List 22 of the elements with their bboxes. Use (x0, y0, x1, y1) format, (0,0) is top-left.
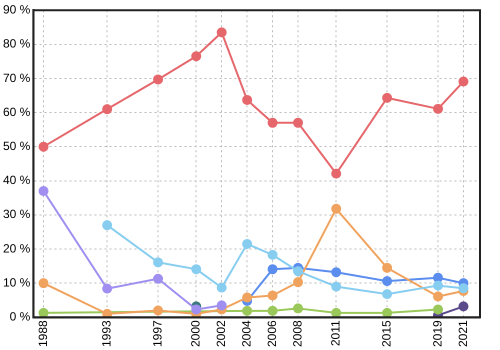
x-tick-label: 1993 (99, 320, 114, 348)
y-tick-label: 30 % (2, 207, 31, 222)
x-tick-label: 1988 (36, 320, 50, 348)
x-tick-label: 1997 (150, 320, 164, 348)
y-tick-label: 20 % (2, 241, 31, 256)
x-tick-label: 2021 (456, 320, 470, 348)
x-tick-label: 2011 (328, 320, 343, 346)
x-tick-label: 2004 (239, 320, 254, 348)
y-tick-label: 0 % (10, 310, 31, 324)
y-tick-label: 70 % (2, 70, 31, 85)
x-tick-label: 2019 (430, 320, 444, 348)
x-tick-label: 2008 (290, 320, 304, 348)
y-tick-label: 90 % (2, 2, 31, 17)
y-tick-label: 50 % (2, 139, 31, 154)
x-tick-label: 2000 (188, 320, 203, 348)
y-tick-label: 60 % (2, 104, 31, 119)
y-tick-label: 40 % (2, 173, 31, 188)
x-tick-label: 2006 (264, 320, 279, 348)
y-tick-label: 10 % (2, 275, 31, 290)
x-tick-label: 2015 (379, 320, 394, 348)
x-tick-label: 2002 (214, 320, 228, 348)
y-tick-label: 80 % (2, 36, 31, 51)
